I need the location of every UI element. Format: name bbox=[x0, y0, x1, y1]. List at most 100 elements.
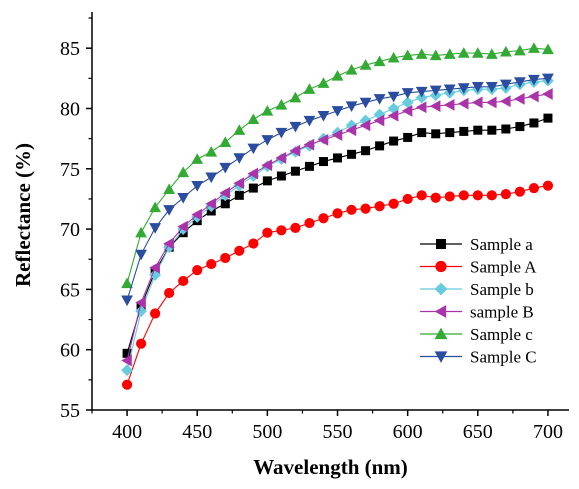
data-point bbox=[163, 241, 176, 254]
data-point bbox=[289, 121, 302, 133]
data-point bbox=[163, 205, 176, 216]
x-tick-label: 700 bbox=[533, 421, 563, 443]
data-point bbox=[331, 129, 343, 141]
data-point bbox=[220, 199, 230, 209]
y-tick-label: 60 bbox=[60, 340, 80, 362]
x-tick-label: 500 bbox=[252, 421, 282, 443]
legend-label: sample B bbox=[470, 303, 534, 322]
data-point bbox=[429, 49, 442, 61]
data-point bbox=[289, 144, 301, 157]
axes: 400 450 500 550 600 650 700 55 60 65 70 75 80 85 bbox=[60, 12, 569, 443]
legend-item: Sample c bbox=[420, 325, 533, 344]
data-point bbox=[373, 114, 385, 127]
legend-label: Sample a bbox=[470, 235, 533, 254]
data-point bbox=[403, 132, 413, 142]
data-point bbox=[121, 364, 133, 377]
data-point bbox=[359, 59, 372, 70]
data-point bbox=[434, 305, 447, 318]
data-point bbox=[501, 124, 511, 134]
data-point bbox=[135, 249, 148, 261]
legend-item: Sample A bbox=[420, 258, 537, 277]
data-point bbox=[458, 190, 469, 201]
data-point bbox=[177, 220, 188, 233]
data-point bbox=[387, 91, 400, 103]
legend-label: Sample A bbox=[470, 258, 537, 277]
data-point bbox=[417, 128, 427, 138]
data-point bbox=[135, 226, 148, 238]
series-layer bbox=[121, 42, 554, 390]
data-point bbox=[401, 49, 414, 61]
data-point bbox=[431, 129, 441, 139]
data-point bbox=[528, 42, 540, 53]
data-point bbox=[472, 190, 483, 201]
data-point bbox=[360, 203, 371, 214]
data-point bbox=[429, 100, 441, 112]
data-point bbox=[317, 111, 330, 122]
data-point bbox=[121, 379, 133, 390]
data-point bbox=[401, 104, 413, 117]
data-point bbox=[135, 296, 146, 309]
data-point bbox=[429, 85, 442, 97]
data-point bbox=[345, 124, 357, 137]
x-axis-title: Wavelength (nm) bbox=[253, 455, 408, 479]
data-point bbox=[499, 95, 511, 108]
legend-item: sample B bbox=[420, 303, 534, 322]
legend: Sample a Sample A Sample b sample B Sample c… bbox=[420, 235, 537, 367]
x-tick-label: 400 bbox=[112, 421, 142, 443]
data-point bbox=[434, 351, 448, 363]
data-point bbox=[514, 186, 525, 197]
data-point bbox=[205, 146, 218, 157]
data-point bbox=[234, 245, 245, 256]
data-point bbox=[191, 208, 202, 221]
data-point bbox=[219, 187, 230, 199]
data-point bbox=[542, 73, 554, 85]
data-point bbox=[191, 153, 204, 164]
data-point bbox=[261, 159, 273, 172]
data-point bbox=[459, 126, 469, 136]
data-point bbox=[345, 101, 358, 112]
data-point bbox=[471, 47, 484, 58]
data-point bbox=[219, 136, 232, 147]
data-point bbox=[359, 97, 372, 109]
data-point bbox=[219, 162, 232, 174]
series-6 bbox=[121, 73, 554, 307]
x-tick-label: 450 bbox=[182, 421, 212, 443]
data-point bbox=[121, 277, 133, 289]
data-point bbox=[304, 161, 314, 171]
data-point bbox=[387, 109, 399, 122]
data-point bbox=[290, 166, 300, 176]
legend-label: Sample b bbox=[470, 280, 534, 299]
data-point bbox=[430, 192, 441, 203]
data-point bbox=[234, 190, 244, 200]
data-point bbox=[304, 217, 315, 229]
data-point bbox=[387, 51, 400, 63]
data-point bbox=[345, 63, 358, 75]
series-2 bbox=[121, 180, 554, 390]
data-point bbox=[220, 252, 231, 264]
data-point bbox=[443, 48, 456, 59]
data-point bbox=[487, 125, 497, 135]
data-point bbox=[415, 91, 428, 104]
data-point bbox=[542, 88, 553, 100]
data-point bbox=[331, 70, 344, 81]
data-point bbox=[457, 47, 470, 58]
data-point bbox=[528, 90, 539, 103]
y-tick-label: 65 bbox=[60, 279, 80, 301]
data-point bbox=[303, 115, 316, 127]
data-point bbox=[149, 223, 162, 234]
data-point bbox=[318, 213, 329, 224]
data-point bbox=[122, 348, 132, 358]
data-point bbox=[331, 106, 344, 117]
data-point bbox=[121, 295, 133, 307]
data-point bbox=[473, 125, 483, 135]
data-point bbox=[434, 282, 448, 296]
legend-label: Sample C bbox=[470, 348, 537, 367]
data-point bbox=[416, 190, 427, 201]
data-point bbox=[317, 133, 329, 146]
data-point bbox=[513, 77, 526, 88]
data-point bbox=[317, 77, 330, 88]
legend-item: Sample b bbox=[420, 280, 534, 299]
data-point bbox=[205, 172, 218, 184]
